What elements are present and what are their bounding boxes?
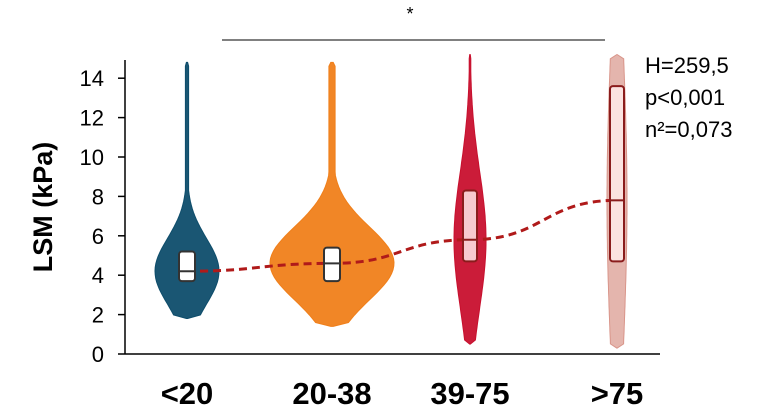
stat-effect-size: n²=0,073 (645, 117, 732, 142)
box-iqr (609, 85, 625, 263)
y-tick-label: 14 (80, 66, 104, 91)
x-category-label: >75 (591, 376, 644, 411)
y-tick-label: 10 (80, 145, 104, 170)
y-tick-label: 8 (92, 184, 104, 209)
box-iqr (178, 250, 196, 283)
violin-shape (269, 61, 395, 327)
boxes-layer (178, 85, 625, 283)
y-ticks: 0 2 4 6 8 10 12 14 (80, 66, 125, 367)
x-category-label: 20-38 (292, 376, 371, 411)
trend-line (186, 198, 618, 273)
y-tick-label: 12 (80, 106, 104, 131)
violin-shape (154, 61, 220, 319)
stat-h-value: H=259,5 (645, 53, 729, 78)
stat-p-value: p<0,001 (645, 85, 725, 110)
x-tick-labels: <20 20-38 39-75 >75 (161, 376, 644, 411)
y-axis-label: LSM (kPa) (28, 142, 58, 273)
y-tick-label: 2 (92, 303, 104, 328)
x-category-label: 39-75 (430, 376, 509, 411)
significance-marker: * (406, 4, 413, 24)
trend-layer (186, 198, 618, 273)
box-iqr (462, 189, 478, 263)
y-tick-label: 0 (92, 342, 104, 367)
x-category-label: <20 (161, 376, 214, 411)
violins-layer (154, 54, 628, 349)
y-tick-label: 4 (92, 263, 104, 288)
y-tick-label: 6 (92, 224, 104, 249)
